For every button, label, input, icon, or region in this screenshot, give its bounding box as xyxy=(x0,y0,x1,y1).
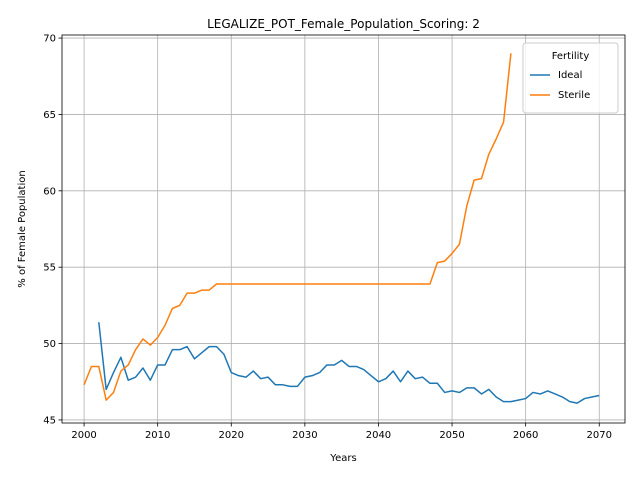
y-tick-label: 60 xyxy=(43,186,56,197)
y-tick-label: 55 xyxy=(43,263,56,274)
x-tick-label: 2030 xyxy=(292,430,317,441)
y-axis-label: % of Female Population xyxy=(17,170,28,287)
series-line-sterile xyxy=(83,53,512,401)
legend-label-ideal: Ideal xyxy=(558,70,582,81)
series-line-ideal xyxy=(98,322,600,404)
x-axis-label: Years xyxy=(329,453,356,464)
legend-label-sterile: Sterile xyxy=(558,90,590,101)
x-tick-label: 2070 xyxy=(587,430,612,441)
y-tick-label: 50 xyxy=(43,339,56,350)
y-axis: 45 50 55 60 65 70 xyxy=(43,34,62,426)
y-tick-label: 65 xyxy=(43,110,56,121)
x-tick-label: 2040 xyxy=(366,430,391,441)
x-tick-label: 2050 xyxy=(439,430,464,441)
legend-title: Fertility xyxy=(552,51,590,62)
chart-title: LEGALIZE_POT_Female_Population_Scoring: … xyxy=(207,17,480,31)
legend: Fertility Ideal Sterile xyxy=(522,42,619,114)
x-tick-label: 2020 xyxy=(219,430,244,441)
y-tick-label: 45 xyxy=(43,415,56,426)
plot-frame xyxy=(61,34,626,424)
series-group xyxy=(83,53,600,404)
x-tick-label: 2060 xyxy=(513,430,538,441)
y-tick-label: 70 xyxy=(43,34,56,45)
x-axis: 2000 2010 2020 2030 2040 2050 2060 2070 xyxy=(71,423,612,441)
x-tick-label: 2000 xyxy=(71,430,96,441)
x-tick-label: 2010 xyxy=(145,430,170,441)
